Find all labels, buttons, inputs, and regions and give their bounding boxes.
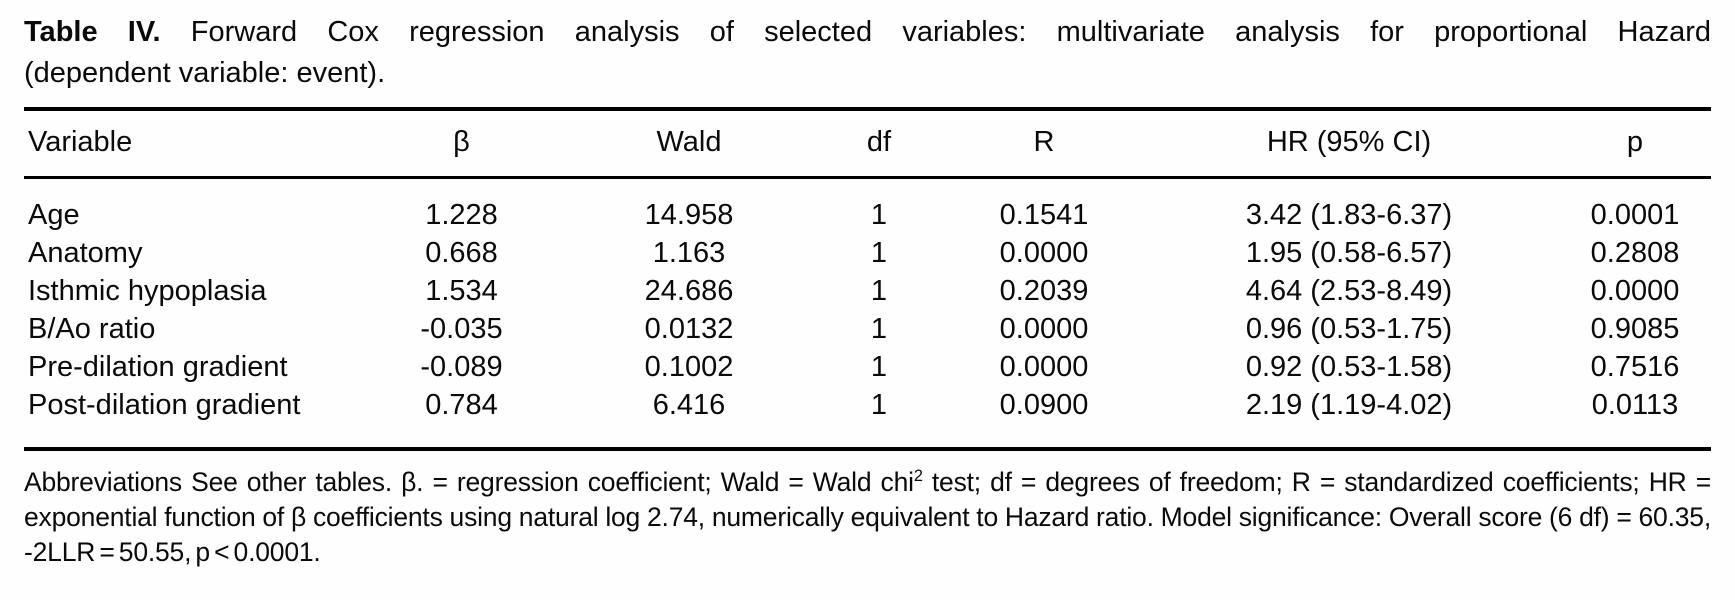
cell-p: 0.0000: [1590, 275, 1680, 307]
cell-df: 1: [870, 351, 888, 383]
cell-r: 0.0000: [999, 313, 1089, 345]
table-header-row: Variable β Wald df R HR (95% CI) p: [24, 111, 1711, 176]
table-body: Age 1.228 14.958 1 0.1541 3.42 (1.83-6.3…: [24, 179, 1711, 445]
cell-r: 0.0000: [999, 237, 1089, 269]
cell-p: 0.9085: [1590, 313, 1680, 345]
caption-line-2: (dependent variable: event).: [24, 57, 386, 89]
table-caption: Table IV. Forward Cox regression analysi…: [24, 12, 1711, 94]
cell-variable: Anatomy: [28, 237, 143, 269]
cell-df: 1: [870, 313, 888, 345]
cell-hr-ci: 4.64 (2.53-8.49): [1245, 275, 1453, 307]
col-header-beta: β: [453, 126, 470, 158]
table-row: Age 1.228 14.958 1 0.1541 3.42 (1.83-6.3…: [24, 196, 1711, 234]
top-rule: [24, 107, 1711, 111]
cell-variable: Post-dilation gradient: [28, 389, 301, 421]
cell-wald: 1.163: [652, 237, 726, 269]
cell-p: 0.0113: [1591, 389, 1679, 421]
footnote-text: test; df = degrees of freedom; R = stand…: [24, 467, 1711, 567]
cell-p: 0.2808: [1590, 237, 1680, 269]
cell-hr-ci: 0.92 (0.53-1.58): [1245, 351, 1453, 383]
cell-variable: Isthmic hypoplasia: [28, 275, 267, 307]
cell-wald: 0.1002: [644, 351, 734, 383]
col-header-df: df: [866, 126, 892, 158]
col-header-hr-ci: HR (95% CI): [1266, 126, 1432, 158]
cell-p: 0.0001: [1590, 199, 1680, 231]
table-footnote: Abbreviations See other tables. β. = reg…: [24, 465, 1711, 570]
table-row: Post-dilation gradient 0.784 6.416 1 0.0…: [24, 386, 1711, 424]
col-header-p: p: [1626, 126, 1644, 158]
cell-r: 0.2039: [999, 275, 1089, 307]
header-rule: [24, 176, 1711, 179]
cell-r: 0.0900: [999, 389, 1089, 421]
cell-df: 1: [870, 389, 888, 421]
cell-beta: 0.784: [425, 389, 498, 421]
cell-beta: 1.228: [425, 199, 498, 231]
cell-df: 1: [870, 199, 888, 231]
cell-hr-ci: 3.42 (1.83-6.37): [1245, 199, 1453, 231]
cell-hr-ci: 0.96 (0.53-1.75): [1245, 313, 1453, 345]
footnote-superscript: 2: [913, 467, 923, 486]
cell-wald: 14.958: [644, 199, 734, 231]
col-header-variable: Variable: [28, 126, 133, 158]
cell-variable: Age: [28, 199, 80, 231]
cell-df: 1: [870, 275, 888, 307]
cell-beta: 0.668: [425, 237, 498, 269]
cell-df: 1: [870, 237, 888, 269]
cell-variable: B/Ao ratio: [28, 313, 156, 345]
cell-p: 0.7516: [1590, 351, 1680, 383]
cell-r: 0.0000: [999, 351, 1089, 383]
caption-line-1: Table IV. Forward Cox regression analysi…: [24, 12, 1711, 53]
col-header-r: R: [1033, 126, 1055, 158]
caption-text: Forward Cox regression analysis of selec…: [160, 16, 1711, 48]
cell-wald: 24.686: [644, 275, 734, 307]
cell-beta: -0.089: [420, 351, 503, 383]
footnote-text: Abbreviations See other tables. β. = reg…: [24, 467, 914, 497]
cell-wald: 0.0132: [644, 313, 734, 345]
table-row: Anatomy 0.668 1.163 1 0.0000 1.95 (0.58-…: [24, 234, 1711, 272]
cell-variable: Pre-dilation gradient: [28, 351, 288, 383]
cell-hr-ci: 2.19 (1.19-4.02): [1245, 389, 1453, 421]
table-row: Pre-dilation gradient -0.089 0.1002 1 0.…: [24, 348, 1711, 386]
cell-r: 0.1541: [999, 199, 1089, 231]
table-row: B/Ao ratio -0.035 0.0132 1 0.0000 0.96 (…: [24, 310, 1711, 348]
table-row: Isthmic hypoplasia 1.534 24.686 1 0.2039…: [24, 272, 1711, 310]
cell-hr-ci: 1.95 (0.58-6.57): [1245, 237, 1453, 269]
cell-wald: 6.416: [652, 389, 726, 421]
col-header-wald: Wald: [656, 126, 722, 158]
cell-beta: 1.534: [425, 275, 498, 307]
table-number: Table IV.: [24, 16, 161, 48]
cell-beta: -0.035: [420, 313, 503, 345]
bottom-rule: [24, 447, 1711, 451]
